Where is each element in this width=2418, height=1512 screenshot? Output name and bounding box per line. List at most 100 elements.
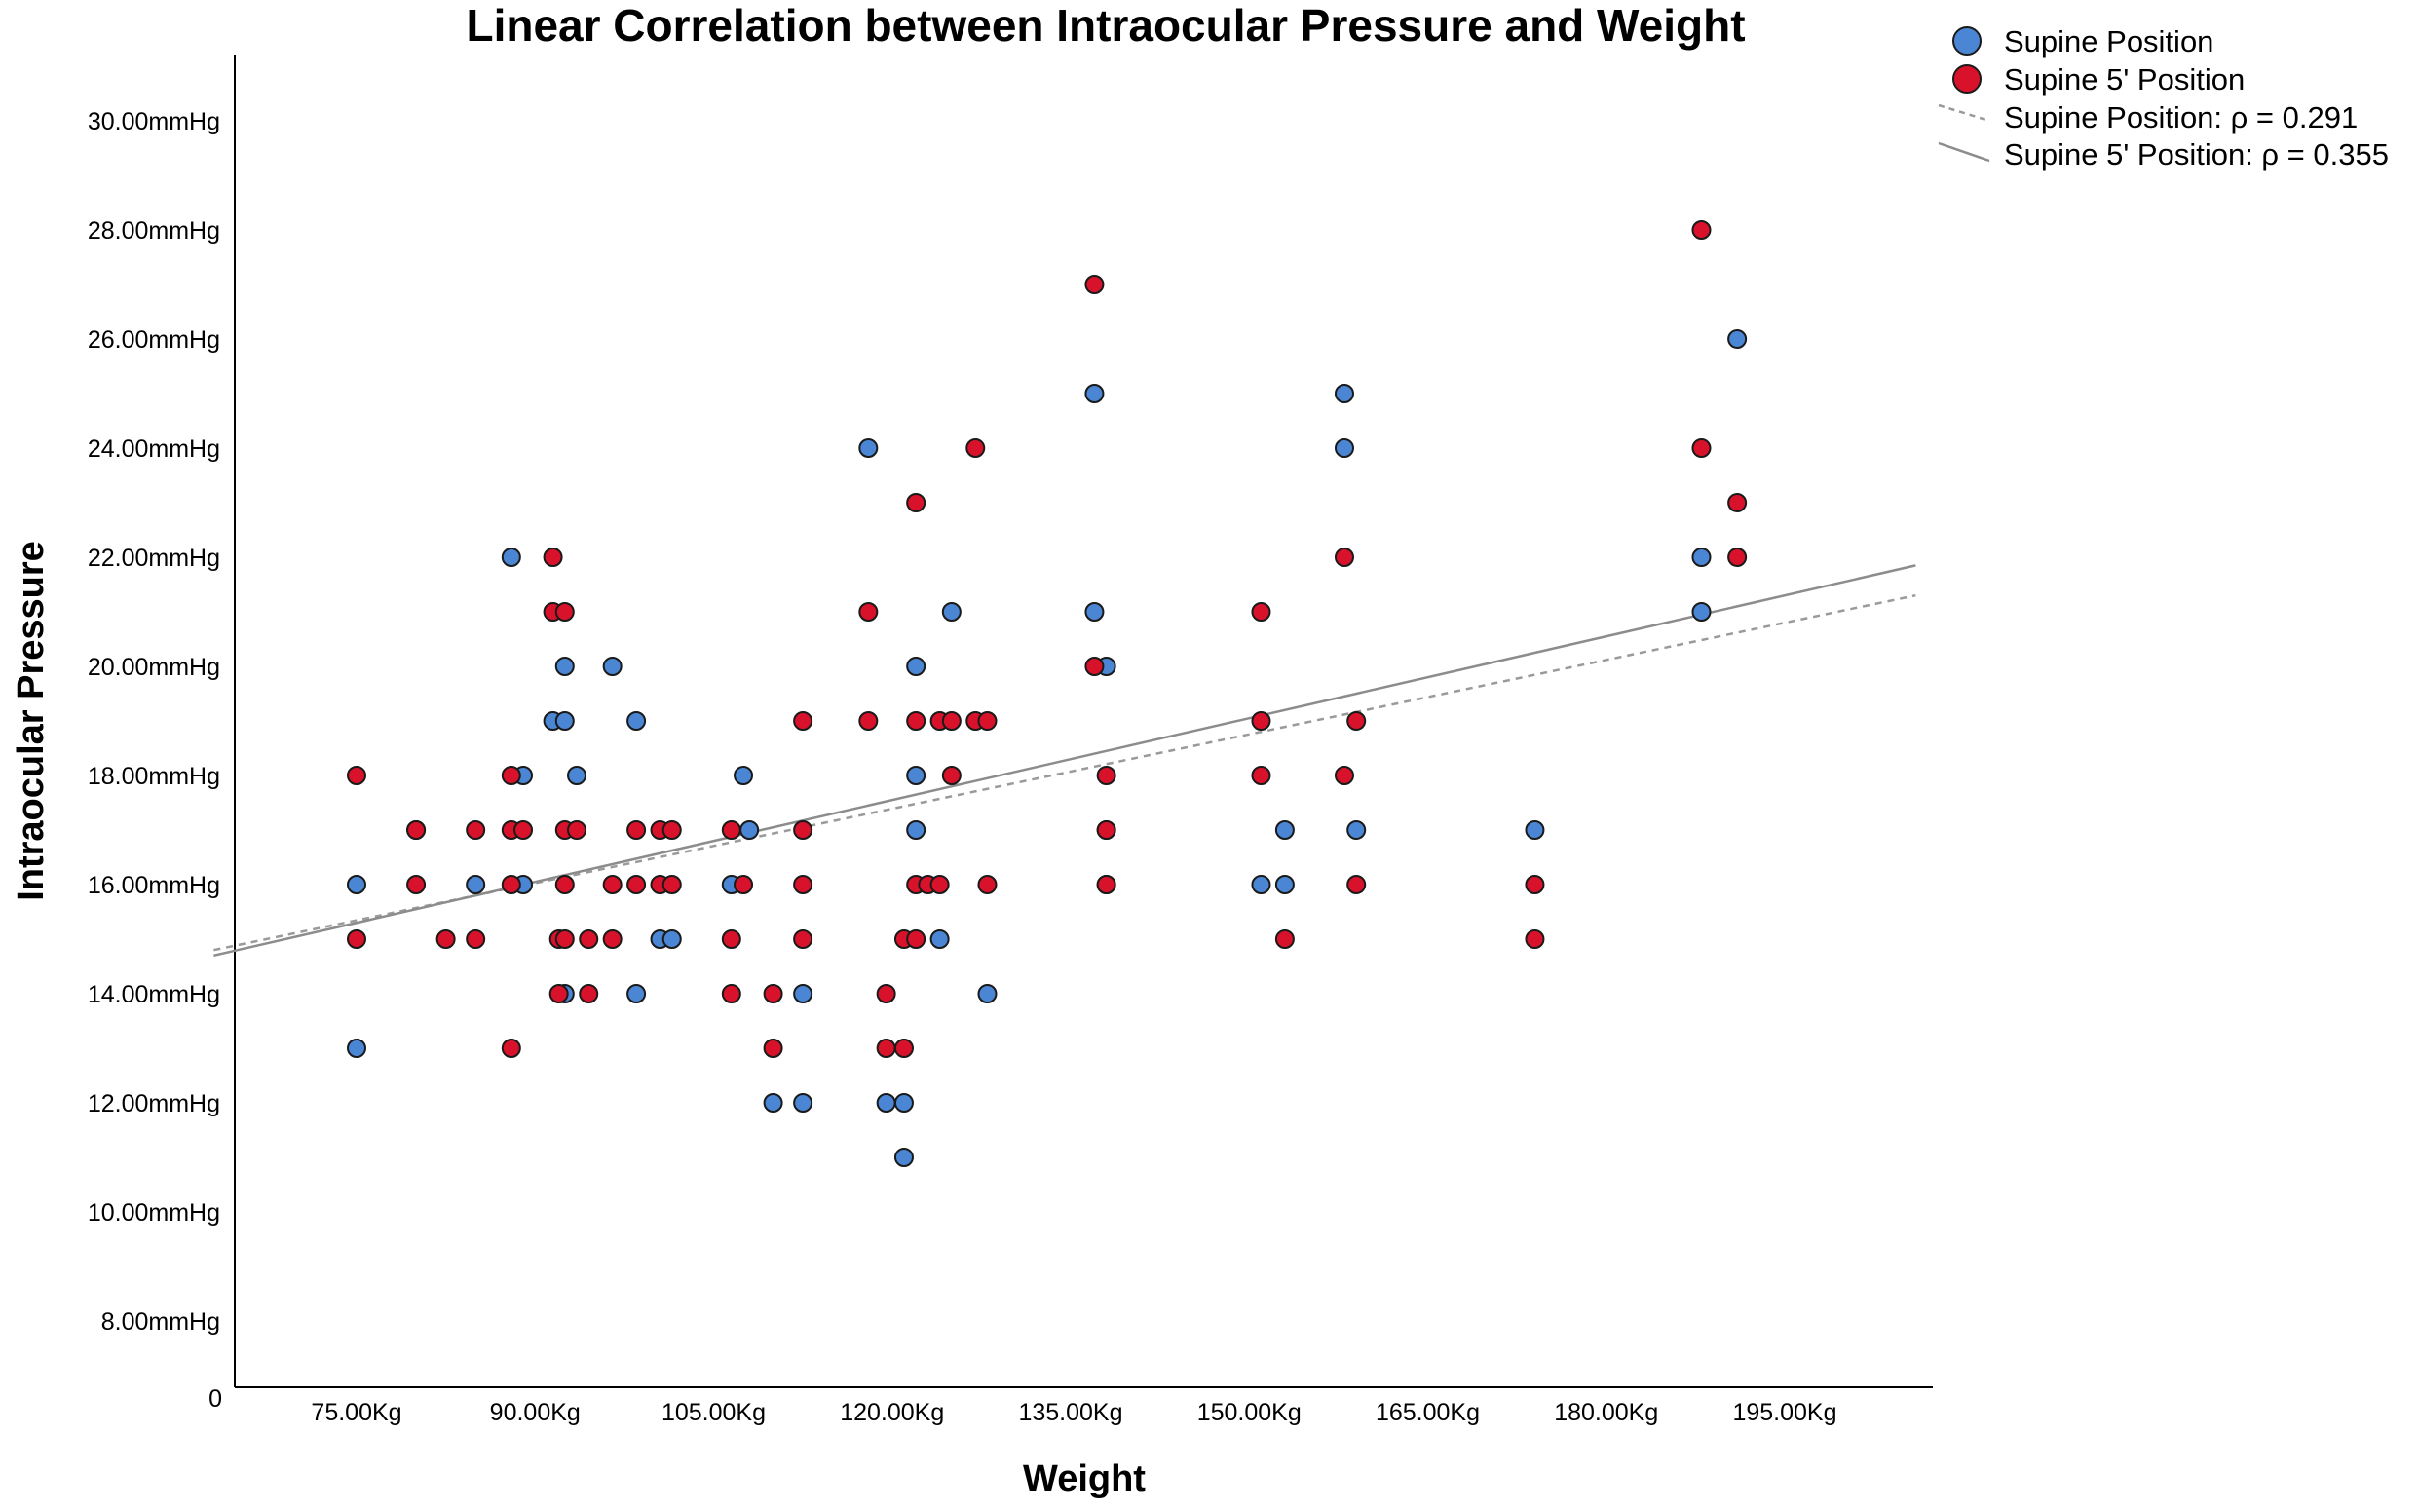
point-supine bbox=[1084, 384, 1105, 403]
y-tick-labels: 8.00mmHg 10.00mmHg 12.00mmHg 14.00mmHg 16.00… bbox=[88, 108, 220, 1336]
point-supine-5 bbox=[977, 711, 998, 731]
point-supine-5 bbox=[1084, 275, 1105, 294]
point-supine-5 bbox=[1691, 220, 1712, 240]
legend-label-supine-5: Supine 5' Position bbox=[2004, 62, 2245, 96]
point-supine bbox=[466, 875, 486, 894]
point-supine bbox=[858, 438, 879, 458]
point-supine bbox=[906, 820, 926, 840]
point-supine-5 bbox=[661, 875, 682, 894]
point-supine bbox=[501, 548, 521, 567]
x-tick-labels: 75.00Kg 90.00Kg 105.00Kg 120.00Kg 135.00Kg 15… bbox=[311, 1399, 1836, 1426]
y-tick-label: 18.00mmHg bbox=[88, 763, 220, 790]
point-supine-5 bbox=[1346, 875, 1367, 894]
x-tick-label: 180.00Kg bbox=[1554, 1399, 1658, 1426]
point-supine bbox=[793, 984, 813, 1003]
point-supine-5 bbox=[435, 929, 456, 949]
y-tick-label: 24.00mmHg bbox=[88, 435, 220, 463]
fit-line-supine-5-solid bbox=[213, 564, 1916, 958]
point-supine-5 bbox=[1096, 766, 1116, 785]
x-tick-label: 195.00Kg bbox=[1732, 1399, 1836, 1426]
point-supine-5 bbox=[543, 548, 563, 567]
y-tick-label: 8.00mmHg bbox=[101, 1308, 220, 1336]
point-supine-5 bbox=[721, 820, 741, 840]
point-supine bbox=[1334, 438, 1354, 458]
point-supine-5 bbox=[626, 820, 647, 840]
point-supine bbox=[626, 711, 647, 731]
point-supine-5 bbox=[734, 875, 754, 894]
point-supine bbox=[1691, 548, 1712, 567]
point-supine bbox=[1084, 602, 1105, 622]
point-supine-5 bbox=[941, 766, 962, 785]
point-supine bbox=[906, 657, 926, 676]
y-tick-label: 14.00mmHg bbox=[88, 981, 220, 1008]
point-supine-5 bbox=[626, 875, 647, 894]
point-supine-5 bbox=[721, 929, 741, 949]
point-supine-5 bbox=[793, 820, 813, 840]
y-axis-title: Intraocular Pressure bbox=[11, 541, 52, 901]
fit-lines bbox=[213, 564, 1916, 958]
point-supine-5 bbox=[793, 875, 813, 894]
data-points bbox=[347, 220, 1748, 1167]
point-supine-5 bbox=[1096, 820, 1116, 840]
y-tick-label: 16.00mmHg bbox=[88, 872, 220, 899]
legend-line-dashed bbox=[1938, 103, 1990, 123]
legend-marker-supine bbox=[1952, 26, 1982, 56]
point-supine-5 bbox=[1525, 929, 1545, 949]
legend-line-solid bbox=[1938, 141, 1990, 163]
point-supine-5 bbox=[347, 766, 366, 785]
point-supine bbox=[1274, 820, 1295, 840]
point-supine-5 bbox=[406, 875, 427, 894]
point-supine-5 bbox=[876, 984, 896, 1003]
point-supine-5 bbox=[1691, 438, 1712, 458]
point-supine bbox=[554, 711, 575, 731]
point-supine bbox=[602, 657, 623, 676]
point-supine-5 bbox=[793, 711, 813, 731]
point-supine-5 bbox=[941, 711, 962, 731]
y-tick-label: 30.00mmHg bbox=[88, 108, 220, 135]
point-supine-5 bbox=[501, 766, 521, 785]
point-supine bbox=[929, 929, 950, 949]
point-supine bbox=[1334, 384, 1354, 403]
point-supine-5 bbox=[929, 875, 950, 894]
point-supine bbox=[626, 984, 647, 1003]
point-supine-5 bbox=[554, 602, 575, 622]
point-supine bbox=[739, 820, 760, 840]
legend-label-supine: Supine Position bbox=[2004, 24, 2213, 58]
point-supine-5 bbox=[906, 929, 926, 949]
point-supine-5 bbox=[906, 711, 926, 731]
point-supine-5 bbox=[721, 984, 741, 1003]
point-supine bbox=[1691, 602, 1712, 622]
y-tick-label: 26.00mmHg bbox=[88, 326, 220, 354]
point-supine-5 bbox=[1334, 766, 1354, 785]
point-supine bbox=[876, 1093, 896, 1113]
point-supine-5 bbox=[554, 929, 575, 949]
fit-line-supine-dashed bbox=[213, 593, 1916, 952]
point-supine-5 bbox=[1084, 657, 1105, 676]
y-tick-label: 20.00mmHg bbox=[88, 654, 220, 681]
point-supine-5 bbox=[858, 602, 879, 622]
point-supine-5 bbox=[876, 1039, 896, 1058]
x-tick-label: 135.00Kg bbox=[1018, 1399, 1122, 1426]
point-supine-5 bbox=[501, 875, 521, 894]
point-supine bbox=[1251, 875, 1271, 894]
point-supine bbox=[941, 602, 962, 622]
point-supine-5 bbox=[1346, 711, 1367, 731]
point-supine-5 bbox=[977, 875, 998, 894]
point-supine-5 bbox=[906, 493, 926, 512]
point-supine bbox=[793, 1093, 813, 1113]
point-supine-5 bbox=[567, 820, 587, 840]
legend-label-fit-supine-5: Supine 5' Position: ρ = 0.355 bbox=[2004, 137, 2389, 171]
point-supine bbox=[763, 1093, 783, 1113]
point-supine-5 bbox=[1251, 711, 1271, 731]
point-supine-5 bbox=[793, 929, 813, 949]
point-supine bbox=[734, 766, 754, 785]
point-supine-5 bbox=[1525, 875, 1545, 894]
point-supine-5 bbox=[1096, 875, 1116, 894]
point-supine-5 bbox=[602, 929, 623, 949]
point-supine bbox=[1727, 329, 1748, 349]
point-supine bbox=[906, 766, 926, 785]
point-supine-5 bbox=[1727, 493, 1748, 512]
legend-label-fit-supine: Supine Position: ρ = 0.291 bbox=[2004, 100, 2358, 134]
point-supine-5 bbox=[1251, 602, 1271, 622]
